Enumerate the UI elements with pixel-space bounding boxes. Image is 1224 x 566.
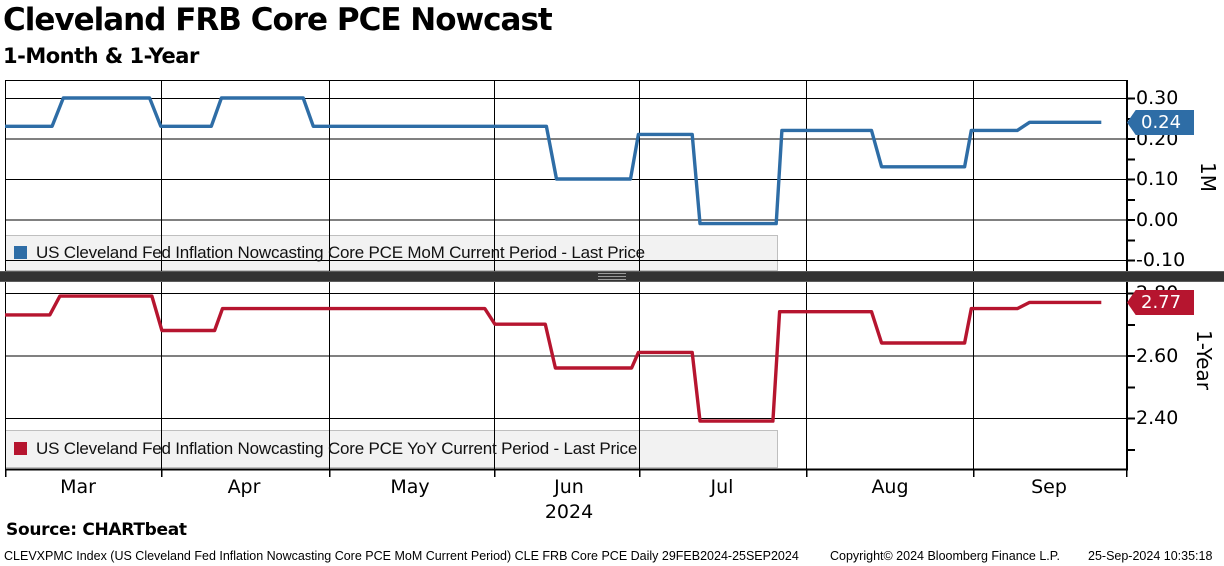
month-label: Aug (871, 476, 909, 498)
month-label: Mar (60, 476, 96, 498)
month-label: Jun (554, 476, 584, 498)
page-title: Cleveland FRB Core PCE Nowcast (3, 2, 553, 38)
month-label: May (390, 476, 430, 498)
y-tick-label: 0.00 (1136, 208, 1179, 231)
last-price-badge-1year: 2.77 (1127, 290, 1194, 315)
y-tick-label: 0.10 (1136, 168, 1179, 190)
footer-timestamp: 25-Sep-2024 10:35:18 (1088, 549, 1213, 563)
divider-grip-icon[interactable] (598, 273, 626, 280)
y-tick-label: 0.30 (1136, 87, 1179, 109)
series-line-mom (5, 96, 1102, 226)
y-tick-label: 2.40 (1136, 407, 1179, 429)
axis-label-1m: 1M (1196, 162, 1220, 192)
y-tick-label: -0.10 (1136, 249, 1186, 271)
footer-copyright: Copyright© 2024 Bloomberg Finance L.P. (830, 549, 1060, 563)
legend-box (5, 235, 778, 271)
month-label: Sep (1031, 476, 1067, 498)
footer-security-info: CLEVXPMC Index (US Cleveland Fed Inflati… (4, 549, 799, 563)
y-tick-label: 2.60 (1136, 344, 1179, 367)
series-line-yoy (5, 294, 1102, 423)
month-label: Apr (227, 476, 261, 498)
axis-label-1year: 1-Year (1192, 330, 1216, 390)
source-line: Source: CHARTbeat (6, 520, 187, 540)
panel-divider[interactable] (0, 271, 1224, 282)
month-label: Jul (710, 476, 734, 498)
page-subtitle: 1-Month & 1-Year (3, 44, 199, 68)
last-price-badge-1m: 0.24 (1127, 110, 1194, 135)
x-axis-year-label: 2024 (544, 501, 594, 523)
